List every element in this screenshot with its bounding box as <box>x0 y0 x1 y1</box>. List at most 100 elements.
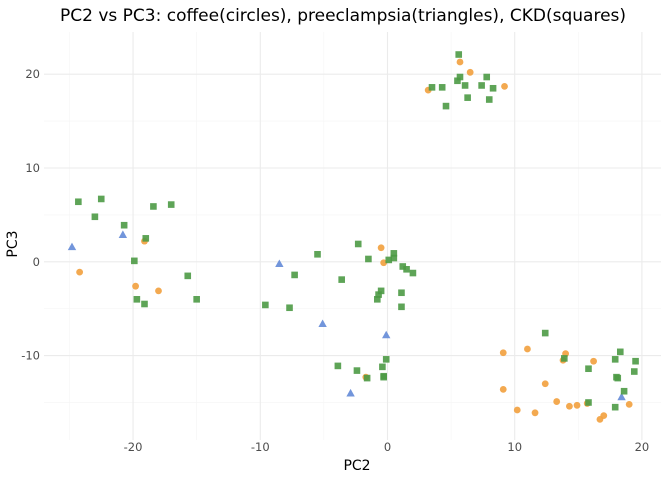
ckd-square-point <box>428 84 436 91</box>
preeclampsia-triangle-point <box>318 319 327 328</box>
ckd-square-point <box>150 203 157 210</box>
x-tick-label: -20 <box>124 440 143 454</box>
coffee-circle-point <box>600 412 608 420</box>
ckd-square-point <box>184 272 192 280</box>
ckd-square-point <box>167 201 175 208</box>
ckd-square-point <box>354 240 362 248</box>
x-tick-label: 20 <box>635 440 650 454</box>
ckd-square-point <box>374 296 381 303</box>
y-tick-label: 10 <box>25 161 40 175</box>
coffee-circle-point <box>499 349 507 357</box>
ckd-square-point <box>379 363 386 371</box>
ckd-square-point <box>485 96 493 103</box>
ckd-square-point <box>611 403 619 411</box>
ckd-square-point <box>365 255 372 263</box>
ckd-square-point <box>438 84 446 91</box>
coffee-circle-point <box>456 58 464 66</box>
chart-title: PC2 vs PC3: coffee(circles), preeclampsi… <box>60 6 626 26</box>
ckd-square-point <box>616 348 624 356</box>
major-gridlines <box>44 32 661 440</box>
x-tick-label: 0 <box>384 440 391 454</box>
coffee-circle-point <box>76 268 84 276</box>
ckd-square-point <box>632 357 639 365</box>
ckd-square-point <box>478 82 485 89</box>
y-tick-label: 20 <box>25 67 40 81</box>
ckd-square-point <box>390 250 398 257</box>
ckd-square-point <box>133 296 141 303</box>
coffee-circle-point <box>501 83 508 90</box>
coffee-circle-point <box>531 409 539 417</box>
ckd-square-point <box>409 269 417 277</box>
ckd-square-point <box>454 77 461 85</box>
ckd-square-point <box>91 213 99 221</box>
ckd-square-point <box>97 195 105 203</box>
ckd-square-point <box>585 399 592 406</box>
coffee-circle-point <box>590 357 597 365</box>
ckd-square-point <box>262 301 269 309</box>
x-axis-label: PC2 <box>343 458 370 474</box>
x-axis-tick-labels: -20 -10 0 10 20 <box>124 440 650 454</box>
ckd-square-point <box>390 254 398 262</box>
coffee-circle-point <box>541 380 549 388</box>
coffee-circle-point <box>466 68 474 76</box>
ckd-square-point <box>141 300 148 308</box>
preeclampsia-triangle-point <box>67 242 77 251</box>
ckd-square-point <box>585 365 592 373</box>
preeclampsia-triangle-point <box>118 230 128 238</box>
ckd-square-point <box>142 235 150 242</box>
ckd-square-point <box>399 263 407 270</box>
ckd-square-point <box>375 291 382 298</box>
ckd-square-point <box>398 303 405 311</box>
coffee-circle-point <box>155 287 162 295</box>
coffee-circle-point <box>377 244 385 252</box>
ckd-square-point <box>377 287 385 295</box>
coffee-circle-point <box>573 401 581 409</box>
ckd-square-point <box>611 356 619 363</box>
coffee-circle-point <box>566 402 573 410</box>
ckd-square-point <box>291 271 298 279</box>
ckd-square-point <box>75 198 82 206</box>
data-points <box>67 51 639 423</box>
ckd-square-point <box>455 51 463 58</box>
ckd-square-point <box>541 329 549 337</box>
ckd-square-point <box>461 82 469 89</box>
ckd-square-point <box>382 356 390 363</box>
y-axis-tick-labels: -10 0 10 20 <box>21 67 40 362</box>
coffee-circle-point <box>553 398 561 405</box>
y-tick-label: -10 <box>21 349 40 363</box>
ckd-square-point <box>353 367 361 374</box>
coffee-circle-point <box>524 345 531 353</box>
ckd-square-point <box>314 250 321 258</box>
preeclampsia-triangle-point <box>382 330 391 339</box>
ckd-square-point <box>120 221 128 229</box>
ckd-square-point <box>380 373 387 381</box>
ckd-square-point <box>442 102 450 110</box>
ckd-square-point <box>398 289 405 297</box>
ckd-square-point <box>561 355 568 362</box>
ckd-square-point <box>464 94 471 101</box>
coffee-circle-point <box>625 400 633 408</box>
coffee-circle-point <box>513 406 521 414</box>
ckd-square-point <box>456 73 464 81</box>
ckd-square-point <box>334 362 342 370</box>
ckd-square-point <box>385 256 393 264</box>
ckd-square-point <box>363 374 371 382</box>
y-axis-label: PC3 <box>5 230 21 257</box>
preeclampsia-triangle-point <box>617 392 626 401</box>
ckd-square-point <box>286 304 293 312</box>
ckd-square-point <box>193 296 200 303</box>
x-tick-label: -10 <box>251 440 270 454</box>
ckd-square-point <box>403 265 410 273</box>
preeclampsia-triangle-point <box>275 259 284 268</box>
y-tick-label: 0 <box>33 255 40 269</box>
ckd-square-point <box>483 73 491 81</box>
coffee-circle-point <box>499 385 507 393</box>
coffee-circle-point <box>132 282 139 290</box>
x-tick-label: 10 <box>507 440 522 454</box>
ckd-square-point <box>131 257 138 265</box>
coffee-circle-point <box>380 259 388 267</box>
preeclampsia-triangle-point <box>346 388 355 397</box>
ckd-square-point <box>614 374 622 382</box>
